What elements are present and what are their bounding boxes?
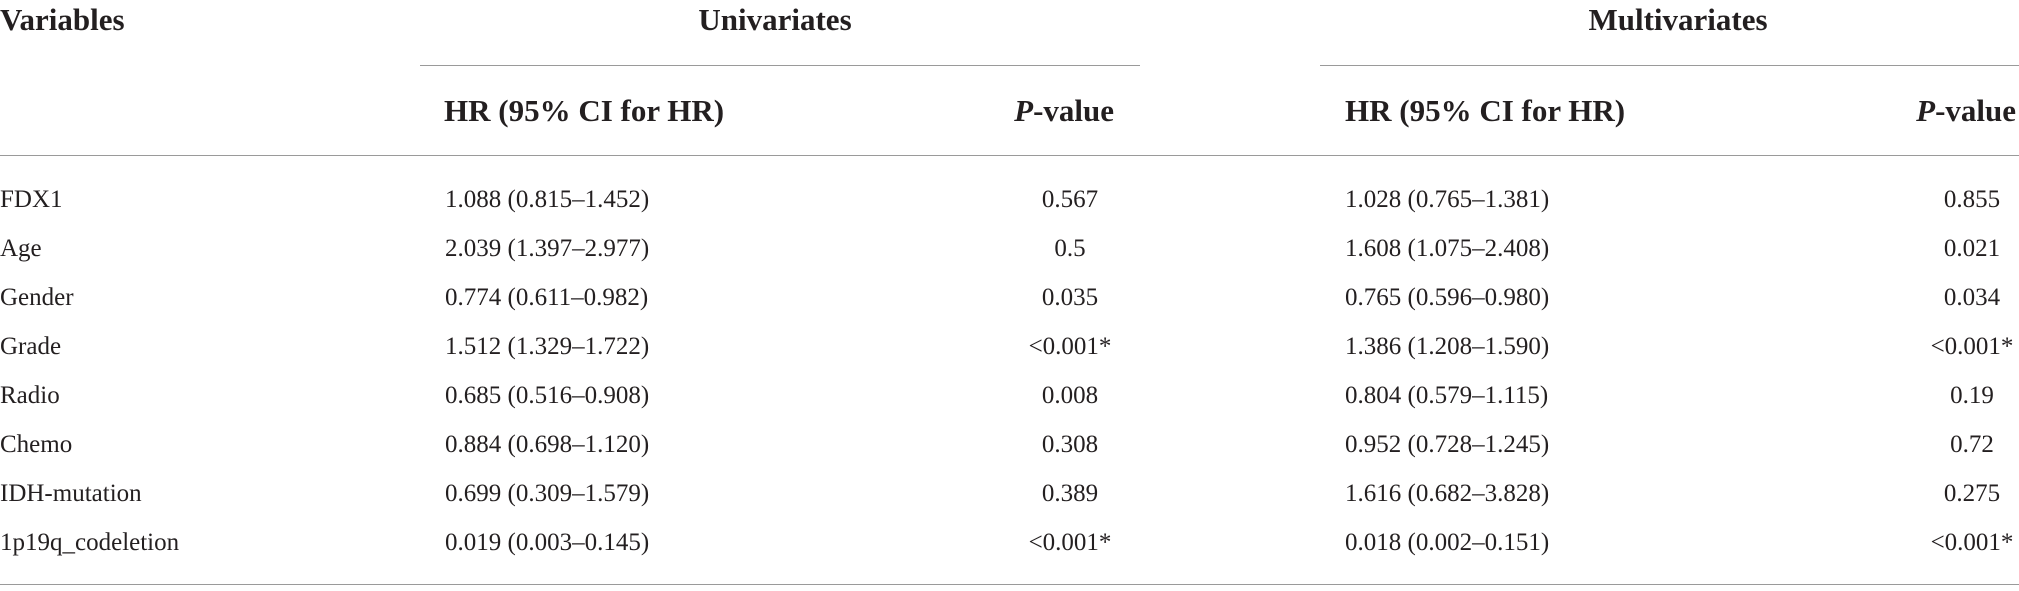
cell-variable: FDX1 (0, 186, 63, 213)
p-suffix: -value (1935, 93, 2016, 128)
cell-uni-hr: 1.512 (1.329–1.722) (445, 333, 650, 360)
cell-variable: 1p19q_codeletion (0, 529, 180, 556)
cell-uni-p: <0.001* (1028, 529, 1112, 556)
cell-multi-hr: 1.616 (0.682–3.828) (1345, 480, 1550, 507)
cell-uni-p: 0.567 (1041, 186, 1099, 213)
header-univariates: Univariates (698, 2, 852, 37)
cell-multi-hr: 0.765 (0.596–0.980) (1345, 284, 1550, 311)
p-suffix: -value (1033, 93, 1114, 128)
cell-variable: Gender (0, 284, 74, 311)
cell-variable: Grade (0, 333, 62, 360)
header-variables: Variables (0, 2, 125, 37)
cell-multi-hr: 1.608 (1.075–2.408) (1345, 235, 1550, 262)
cell-multi-hr: 0.952 (0.728–1.245) (1345, 431, 1550, 458)
cell-uni-p: 0.389 (1041, 480, 1099, 507)
cell-multi-p: <0.001* (1930, 529, 2014, 556)
cell-uni-p: 0.5 (1054, 235, 1086, 262)
cell-multi-hr: 0.018 (0.002–0.151) (1345, 529, 1550, 556)
cell-variable: Chemo (0, 431, 73, 458)
cell-multi-hr: 1.386 (1.208–1.590) (1345, 333, 1550, 360)
cell-uni-hr: 0.884 (0.698–1.120) (445, 431, 650, 458)
cell-uni-hr: 0.019 (0.003–0.145) (445, 529, 650, 556)
header-multi-hr: HR (95% CI for HR) (1345, 93, 1626, 128)
cell-uni-p: 0.308 (1041, 431, 1099, 458)
cell-uni-p: 0.035 (1041, 284, 1099, 311)
multivariates-underline (1320, 65, 2019, 66)
cell-multi-p: 0.855 (1943, 186, 2001, 213)
cell-uni-hr: 1.088 (0.815–1.452) (445, 186, 650, 213)
cell-variable: Radio (0, 382, 60, 409)
table-bottom-rule (0, 584, 2019, 585)
cell-uni-p: 0.008 (1041, 382, 1099, 409)
header-rule (0, 155, 2019, 156)
p-italic: P (1916, 93, 1936, 128)
cell-uni-hr: 2.039 (1.397–2.977) (445, 235, 650, 262)
header-multi-p: P-value (1916, 93, 2016, 129)
cell-variable: IDH-mutation (0, 480, 142, 507)
cell-multi-hr: 0.804 (0.579–1.115) (1345, 382, 1549, 409)
header-uni-hr: HR (95% CI for HR) (444, 93, 725, 128)
p-italic: P (1014, 93, 1034, 128)
header-uni-p: P-value (1014, 93, 1114, 129)
cell-multi-p: 0.021 (1943, 235, 2001, 262)
cell-uni-p: <0.001* (1028, 333, 1112, 360)
cell-uni-hr: 0.685 (0.516–0.908) (445, 382, 650, 409)
cell-uni-hr: 0.774 (0.611–0.982) (445, 284, 649, 311)
header-multivariates: Multivariates (1588, 2, 1768, 37)
cell-multi-p: 0.275 (1943, 480, 2001, 507)
cell-variable: Age (0, 235, 42, 262)
cell-multi-p: 0.034 (1943, 284, 2001, 311)
univariates-underline (420, 65, 1140, 66)
cell-multi-p: 0.72 (1950, 431, 1994, 458)
cell-uni-hr: 0.699 (0.309–1.579) (445, 480, 650, 507)
cell-multi-p: <0.001* (1930, 333, 2014, 360)
cell-multi-hr: 1.028 (0.765–1.381) (1345, 186, 1550, 213)
cell-multi-p: 0.19 (1950, 382, 1994, 409)
